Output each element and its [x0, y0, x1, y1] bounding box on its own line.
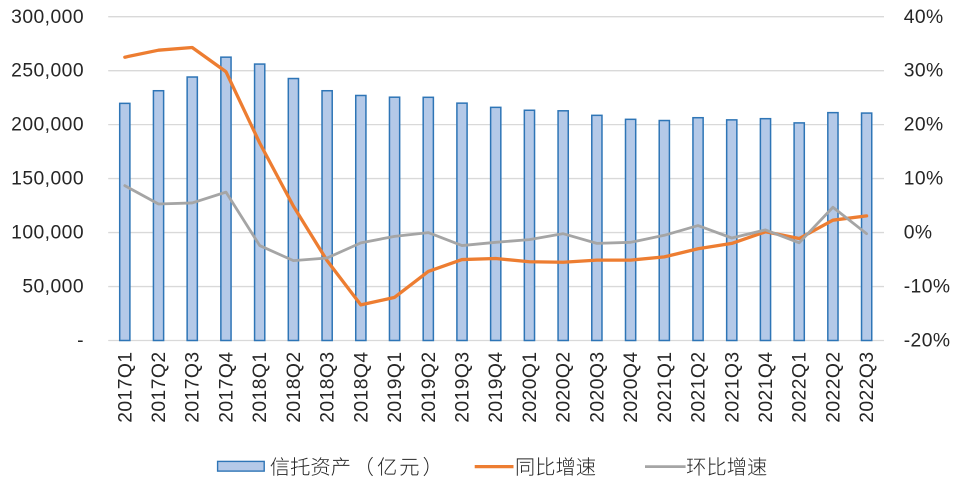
svg-text:2022Q1: 2022Q1: [790, 351, 811, 422]
svg-text:2017Q2: 2017Q2: [149, 351, 170, 422]
svg-text:2017Q3: 2017Q3: [183, 351, 204, 422]
svg-text:2020Q3: 2020Q3: [587, 351, 608, 422]
svg-text:2019Q1: 2019Q1: [385, 351, 406, 422]
svg-text:2017Q1: 2017Q1: [115, 351, 136, 422]
svg-text:200,000: 200,000: [11, 115, 84, 136]
svg-text:2022Q2: 2022Q2: [823, 351, 844, 422]
svg-text:-10%: -10%: [904, 277, 951, 298]
svg-text:2018Q4: 2018Q4: [351, 351, 372, 422]
svg-text:-20%: -20%: [904, 331, 951, 352]
svg-text:50,000: 50,000: [22, 277, 84, 298]
svg-text:2017Q4: 2017Q4: [217, 351, 238, 422]
svg-text:2021Q1: 2021Q1: [655, 351, 676, 422]
svg-text:2019Q4: 2019Q4: [486, 351, 507, 422]
svg-text:2022Q3: 2022Q3: [857, 351, 878, 422]
svg-text:150,000: 150,000: [11, 169, 84, 190]
svg-text:2020Q2: 2020Q2: [554, 351, 575, 422]
svg-text:2020Q4: 2020Q4: [621, 351, 642, 422]
svg-text:2018Q1: 2018Q1: [250, 351, 271, 422]
svg-text:100,000: 100,000: [11, 223, 84, 244]
svg-text:30%: 30%: [904, 61, 944, 82]
svg-text:300,000: 300,000: [11, 7, 84, 28]
svg-text:2020Q1: 2020Q1: [520, 351, 541, 422]
svg-text:20%: 20%: [904, 115, 944, 136]
svg-text:40%: 40%: [904, 7, 944, 28]
svg-text:10%: 10%: [904, 169, 944, 190]
svg-text:2018Q2: 2018Q2: [284, 351, 305, 422]
svg-text:2018Q3: 2018Q3: [318, 351, 339, 422]
svg-text:2021Q3: 2021Q3: [722, 351, 743, 422]
svg-text:2021Q2: 2021Q2: [689, 351, 710, 422]
svg-text:2021Q4: 2021Q4: [756, 351, 777, 422]
svg-text:-: -: [77, 331, 84, 352]
svg-text:2019Q2: 2019Q2: [419, 351, 440, 422]
svg-text:250,000: 250,000: [11, 61, 84, 82]
svg-text:0%: 0%: [904, 223, 933, 244]
svg-text:2019Q3: 2019Q3: [453, 351, 474, 422]
